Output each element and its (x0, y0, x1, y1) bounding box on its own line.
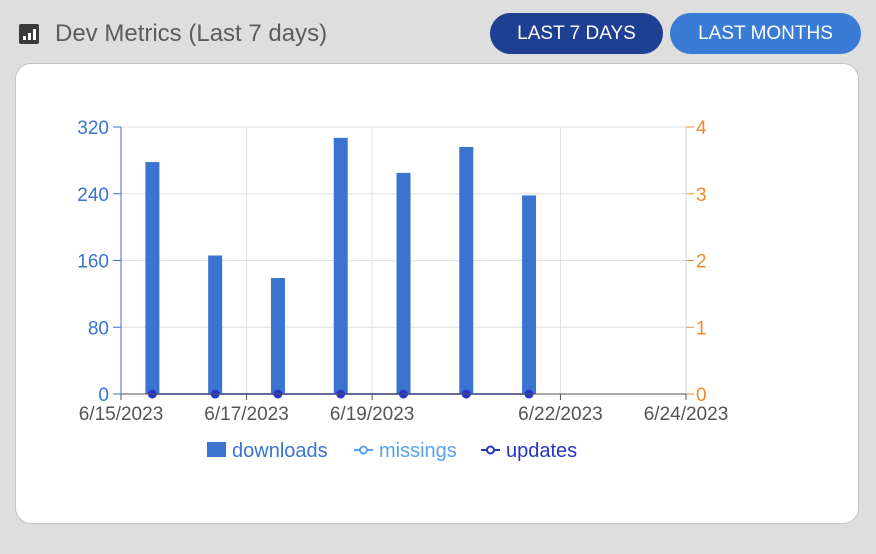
bar-downloads-2023-06-19 (333, 137, 348, 395)
last-months-button[interactable]: LAST MONTHS (670, 13, 861, 54)
header: Dev Metrics (Last 7 days) LAST 7 DAYS LA… (0, 0, 876, 64)
x-axis-label: 6/15/2023 (79, 404, 164, 425)
bar-downloads-2023-06-22 (522, 195, 537, 394)
legend-label-updates: updates (506, 440, 577, 462)
bar-downloads-2023-06-20 (396, 172, 411, 394)
bar-downloads-2023-06-17 (208, 255, 223, 394)
right-axis-label: 1 (696, 318, 707, 339)
left-axis-label: 0 (98, 385, 109, 406)
legend-label-downloads: downloads (232, 440, 328, 462)
legend-label-missings: missings (379, 440, 457, 462)
bar-downloads-2023-06-16 (145, 162, 160, 394)
left-axis-label: 80 (88, 318, 109, 339)
page-title: Dev Metrics (Last 7 days) (55, 20, 328, 47)
last-7-days-button[interactable]: LAST 7 DAYS (490, 13, 663, 54)
right-axis-label: 2 (696, 252, 707, 273)
x-axis-label: 6/24/2023 (644, 404, 729, 425)
left-axis-label: 160 (77, 252, 109, 273)
bar-chart-icon (19, 24, 39, 44)
x-axis-label: 6/19/2023 (330, 404, 415, 425)
legend-marker-updates (486, 445, 495, 455)
left-axis-label: 320 (77, 118, 109, 139)
legend-marker-missings (359, 445, 368, 455)
bar-downloads-2023-06-18 (270, 278, 285, 394)
legend-swatch-downloads (207, 442, 226, 457)
right-axis-label: 4 (696, 118, 707, 139)
x-axis-label: 6/17/2023 (204, 404, 289, 425)
right-axis-label: 3 (696, 185, 707, 206)
x-axis-label: 6/22/2023 (518, 404, 603, 425)
bar-downloads-2023-06-21 (459, 147, 474, 394)
left-axis-label: 240 (77, 185, 109, 206)
right-axis-label: 0 (696, 385, 707, 406)
